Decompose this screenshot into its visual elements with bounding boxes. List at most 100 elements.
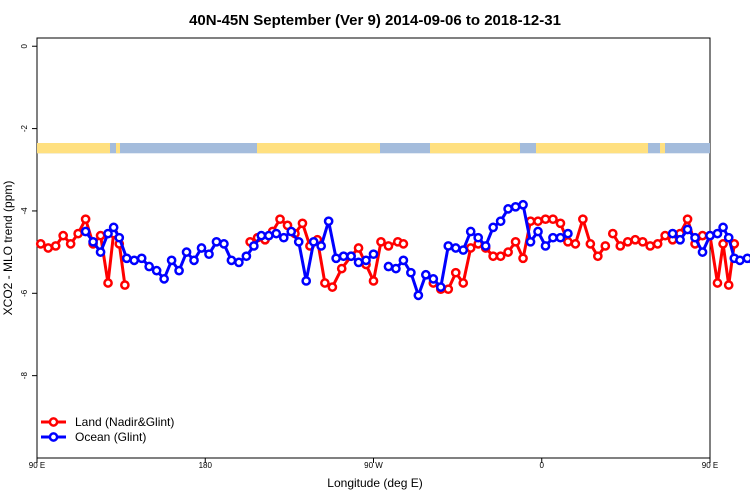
data-point: [533, 226, 543, 237]
data-point: [383, 261, 394, 272]
strip-land-block: [430, 143, 520, 154]
data-point: [473, 232, 484, 243]
legend-marker: [48, 432, 59, 442]
land-ocean-strip: [37, 143, 710, 154]
data-point: [622, 236, 633, 247]
data-point: [275, 214, 285, 225]
data-point: [151, 265, 162, 276]
data-point: [480, 241, 491, 251]
data-point: [723, 232, 734, 243]
strip-land-block: [536, 143, 648, 154]
data-point: [256, 230, 267, 241]
data-point: [136, 253, 147, 264]
data-point: [204, 249, 214, 260]
strip-land-block: [257, 143, 380, 154]
data-point: [219, 239, 229, 249]
data-point: [510, 236, 521, 247]
data-point: [718, 222, 728, 233]
data-point: [637, 236, 648, 247]
y-tick-label: -8: [20, 372, 29, 380]
chart-title: 40N-45N September (Ver 9) 2014-09-06 to …: [189, 12, 561, 29]
data-point: [129, 255, 140, 266]
data-point: [286, 226, 297, 237]
data-point: [555, 232, 566, 243]
data-point: [697, 230, 708, 241]
data-point: [533, 216, 543, 227]
data-point: [159, 274, 169, 284]
data-point: [682, 224, 693, 235]
x-axis: 90 E 180 90 W 0 90 E: [29, 458, 718, 470]
data-point: [234, 257, 244, 268]
data-point: [735, 255, 745, 266]
data-point: [144, 261, 155, 272]
data-point: [503, 204, 513, 214]
data-point: [712, 228, 723, 239]
data-point: [120, 280, 130, 290]
strip-land-block: [660, 143, 665, 154]
y-tick-label: -4: [20, 207, 29, 215]
data-point: [697, 247, 708, 257]
data-point: [525, 236, 536, 247]
data-point: [166, 255, 177, 266]
data-point: [458, 278, 469, 288]
data-point: [570, 239, 581, 249]
legend-marker: [48, 417, 59, 427]
data-point: [563, 228, 573, 239]
data-point: [338, 251, 349, 262]
data-point: [682, 214, 693, 225]
data-point: [73, 228, 83, 239]
strip-land-block: [116, 143, 120, 154]
data-point: [353, 243, 364, 253]
legend-entry: Land (Nadir&Glint): [41, 415, 174, 429]
data-point: [50, 241, 61, 251]
data-point: [320, 278, 330, 288]
data-point: [555, 218, 566, 229]
data-point: [376, 236, 386, 247]
data-point: [174, 265, 184, 276]
data-point: [65, 239, 76, 249]
x-tick-label: 90 E: [29, 461, 45, 470]
data-point: [43, 243, 54, 253]
data-point: [548, 232, 558, 243]
data-point: [391, 263, 401, 274]
legend-label: Land (Nadir&Glint): [75, 415, 174, 429]
data-point: [690, 232, 700, 243]
x-tick-label: 0: [540, 461, 545, 470]
data-point: [630, 234, 641, 245]
x-tick-label: 90 W: [364, 461, 383, 470]
data-point: [718, 239, 728, 249]
data-point: [675, 234, 685, 245]
data-point: [398, 255, 409, 266]
data-point: [488, 251, 498, 262]
data-point: [88, 236, 98, 247]
data-point: [196, 243, 207, 253]
data-point: [226, 255, 237, 266]
data-point: [316, 241, 327, 251]
data-point: [413, 290, 424, 301]
data-point: [503, 247, 513, 257]
data-point: [660, 230, 670, 241]
data-point: [114, 232, 125, 243]
data-point: [420, 269, 431, 280]
series-line: [432, 214, 607, 291]
data-point: [578, 214, 588, 225]
data-point: [450, 243, 461, 253]
y-tick-label: -6: [20, 289, 29, 297]
series-layer: [35, 199, 750, 301]
data-point: [495, 216, 506, 227]
data-point: [263, 230, 274, 241]
data-point: [35, 239, 46, 249]
data-point: [723, 280, 734, 290]
data-point: [353, 257, 364, 268]
data-point: [58, 230, 69, 241]
data-point: [585, 239, 596, 249]
data-point: [361, 255, 371, 266]
y-tick-label: 0: [20, 43, 29, 48]
data-point: [95, 230, 106, 241]
data-point: [652, 239, 663, 249]
data-point: [518, 199, 528, 210]
data-point: [600, 241, 611, 251]
data-point: [607, 228, 618, 239]
data-point: [592, 251, 603, 262]
